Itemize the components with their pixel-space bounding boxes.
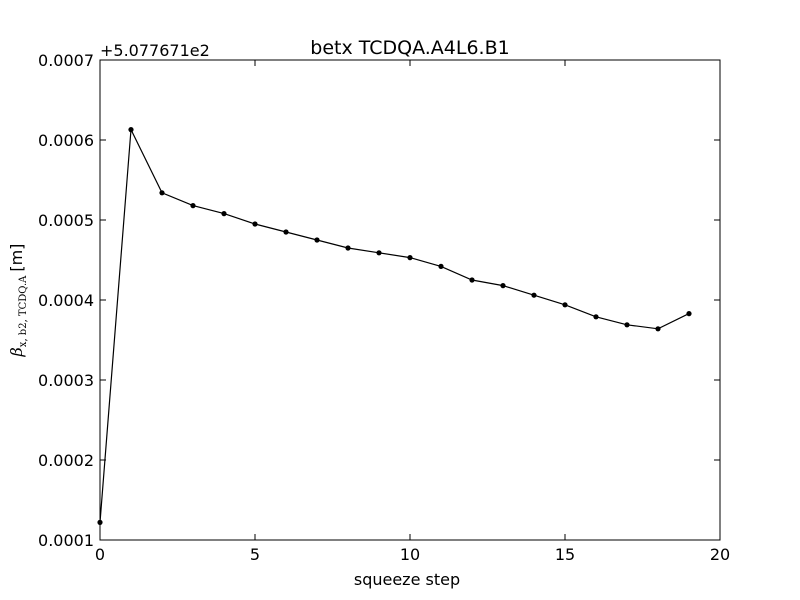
data-point	[221, 211, 227, 217]
series-line	[99, 127, 690, 523]
axis-ticks	[99, 59, 721, 541]
data-point	[190, 203, 196, 209]
y-axis-title: βx, b2, TCDQ.A [m]	[7, 244, 29, 358]
tick-labels: 0 5 10 15 20 0.0001 0.0002 0.0003 0.0004 0.0005 0.…	[38, 51, 730, 564]
chart-title: betx TCDQA.A4L6.B1	[310, 37, 509, 59]
data-point	[345, 245, 351, 251]
y-axis-symbol: β	[7, 347, 26, 357]
y-tick-label: 0.0006	[38, 131, 94, 150]
data-point	[407, 255, 413, 261]
x-tick-label: 5	[250, 545, 260, 564]
x-tick-label: 0	[95, 545, 105, 564]
data-point	[469, 277, 475, 283]
y-tick-label: 0.0007	[38, 51, 94, 70]
y-offset-label: +5.077671e2	[100, 41, 210, 60]
x-tick-label: 20	[710, 545, 730, 564]
y-tick-label: 0.0001	[38, 531, 94, 550]
y-axis-unit: [m]	[7, 244, 26, 272]
x-tick-label: 15	[555, 545, 575, 564]
data-point	[314, 237, 320, 243]
data-point	[283, 229, 289, 235]
data-point	[252, 221, 258, 227]
data-point	[376, 250, 382, 256]
y-tick-label: 0.0005	[38, 211, 94, 230]
y-tick-label: 0.0004	[38, 291, 94, 310]
data-point	[128, 127, 134, 133]
data-point	[624, 322, 630, 328]
x-axis-title: squeeze step	[354, 570, 460, 589]
data-point	[500, 283, 506, 289]
data-point	[593, 314, 599, 320]
y-tick-label: 0.0002	[38, 451, 94, 470]
data-point	[531, 292, 537, 298]
data-point	[686, 311, 692, 317]
data-point	[438, 263, 444, 269]
y-axis-subscript: x, b2, TCDQ.A	[18, 275, 29, 347]
plot-area-frame	[99, 59, 721, 541]
data-point	[655, 326, 661, 332]
x-tick-label: 10	[400, 545, 420, 564]
data-point	[562, 302, 568, 308]
y-tick-label: 0.0003	[38, 371, 94, 390]
data-point	[159, 190, 165, 196]
series-layer	[97, 127, 692, 526]
